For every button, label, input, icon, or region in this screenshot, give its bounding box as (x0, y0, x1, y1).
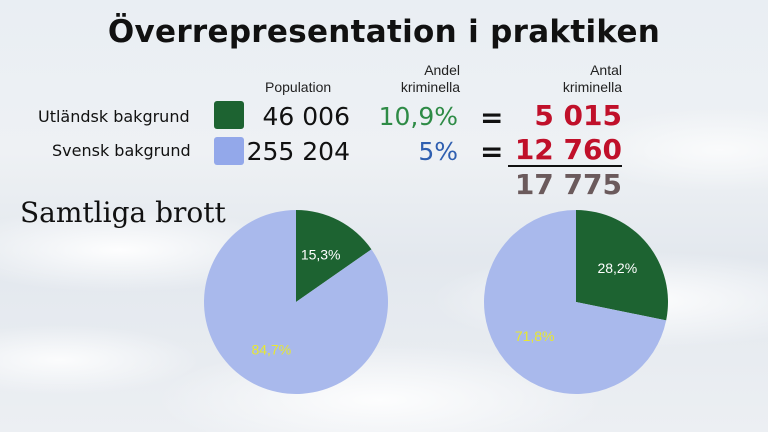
header-rate: Andel kriminella (380, 62, 460, 96)
row-label-swedish: Svensk bakgrund (52, 141, 191, 160)
header-population-text: Population (265, 79, 332, 95)
subhead-all-crimes: Samtliga brott (20, 196, 226, 229)
sum-line (508, 165, 622, 167)
swatch-foreign (214, 101, 244, 129)
population-foreign: 46 006 (262, 102, 350, 131)
rate-foreign: 10,9% (378, 102, 458, 131)
slide-title: Överrepresentation i praktiken (107, 14, 661, 50)
rate-swedish: 5% (418, 137, 458, 166)
header-rate-line2: kriminella (400, 79, 460, 95)
swatch-swedish (214, 137, 244, 165)
row-label-foreign: Utländsk bakgrund (38, 107, 190, 126)
header-count-line1: Antal (590, 62, 622, 78)
pie0-label-0: 15,3% (301, 247, 341, 263)
header-count-line2: kriminella (562, 79, 622, 95)
header-population: Population (265, 79, 331, 96)
header-rate-line1: Andel (424, 62, 460, 78)
equals-swedish: = (480, 135, 504, 168)
pie0-slice-1 (204, 210, 389, 395)
header-count: Antal kriminella (530, 62, 622, 96)
population-swedish: 255 204 (246, 137, 350, 166)
total-count: 17 775 (514, 168, 622, 201)
pie0-slice-0 (296, 210, 372, 302)
count-swedish: 12 760 (514, 133, 622, 166)
count-foreign: 5 015 (534, 99, 622, 132)
pie0-label-1: 84,7% (251, 341, 291, 357)
equals-foreign: = (480, 101, 504, 134)
